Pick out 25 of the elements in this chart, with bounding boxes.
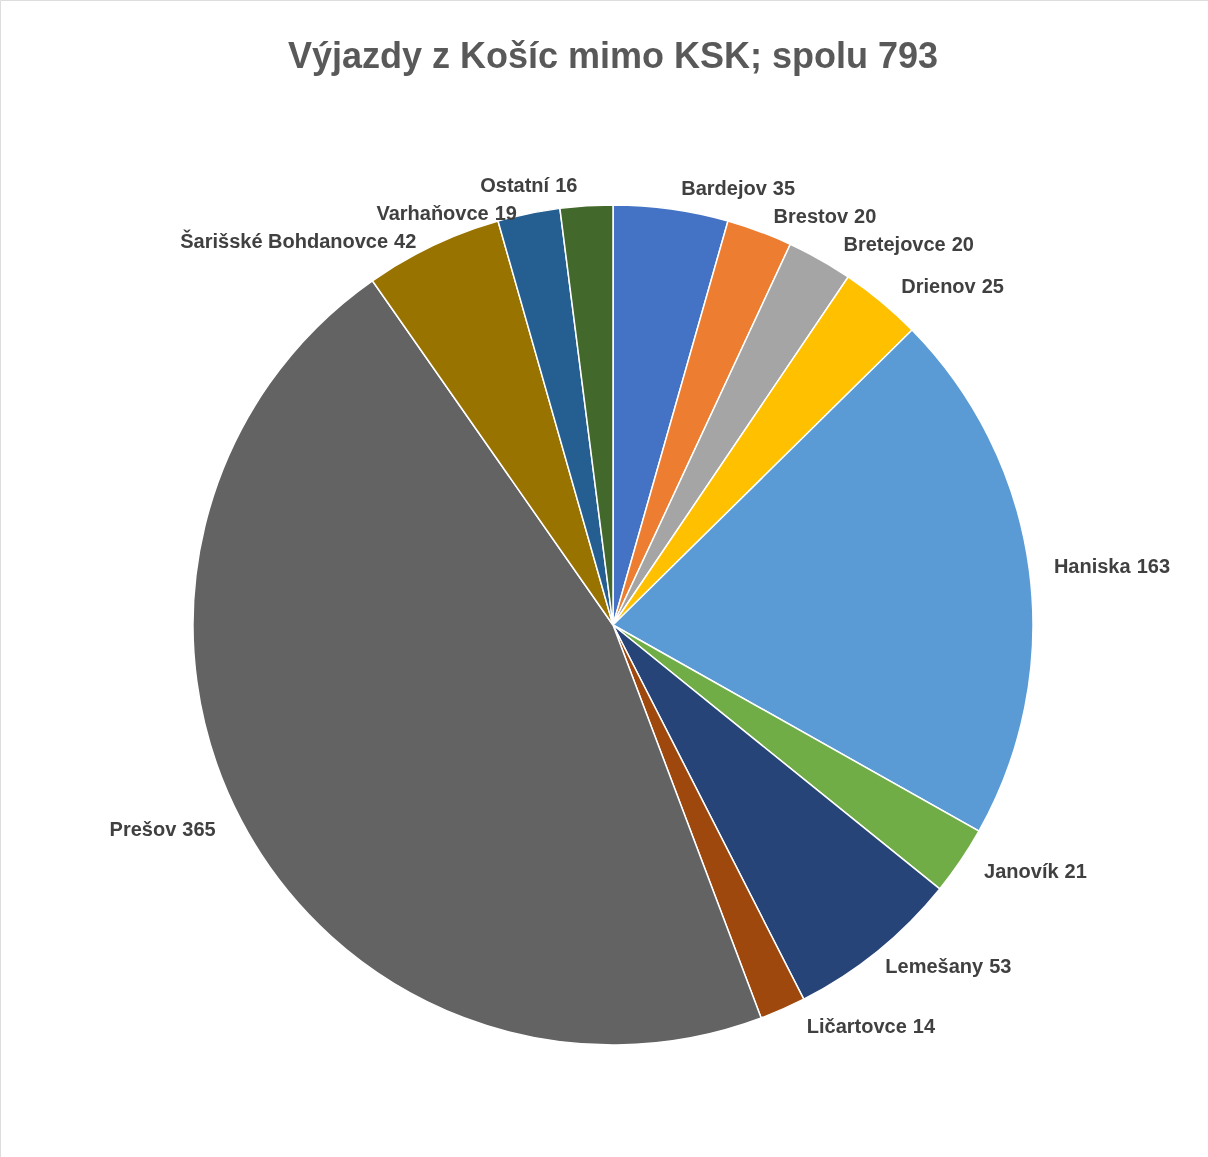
data-label: 20	[951, 233, 974, 256]
data-label: 25	[981, 274, 1004, 297]
slice-label: Brestov	[773, 205, 849, 228]
slice-label: Haniska	[1053, 554, 1132, 577]
slice-label: Lemešany	[885, 954, 985, 977]
data-label: 21	[1064, 860, 1087, 883]
slice-label: Ličartovce	[806, 1015, 907, 1038]
slice-label: Bretejovce	[843, 233, 946, 256]
data-label: 42	[394, 229, 417, 252]
slice-label: Bardejov	[681, 177, 768, 200]
slice-label: Varhaňovce	[376, 201, 489, 224]
slice-label: Ostatní	[480, 173, 551, 196]
chart-title: Výjazdy z Košíc mimo KSK; spolu 793	[287, 35, 939, 76]
data-label: 163	[1136, 554, 1171, 577]
data-label: 53	[989, 954, 1012, 977]
data-label: 14	[912, 1015, 936, 1038]
slice-label: Prešov	[109, 818, 178, 841]
slice-label: Drienov	[901, 274, 977, 297]
data-label: 365	[182, 818, 216, 841]
data-label: 16	[555, 173, 578, 196]
data-label: 35	[772, 177, 796, 200]
slice-label: Šarišské Bohdanovce	[180, 228, 389, 252]
data-label: 19	[494, 201, 517, 224]
data-label: 20	[854, 205, 877, 228]
slice-label: Janovík	[984, 860, 1060, 883]
